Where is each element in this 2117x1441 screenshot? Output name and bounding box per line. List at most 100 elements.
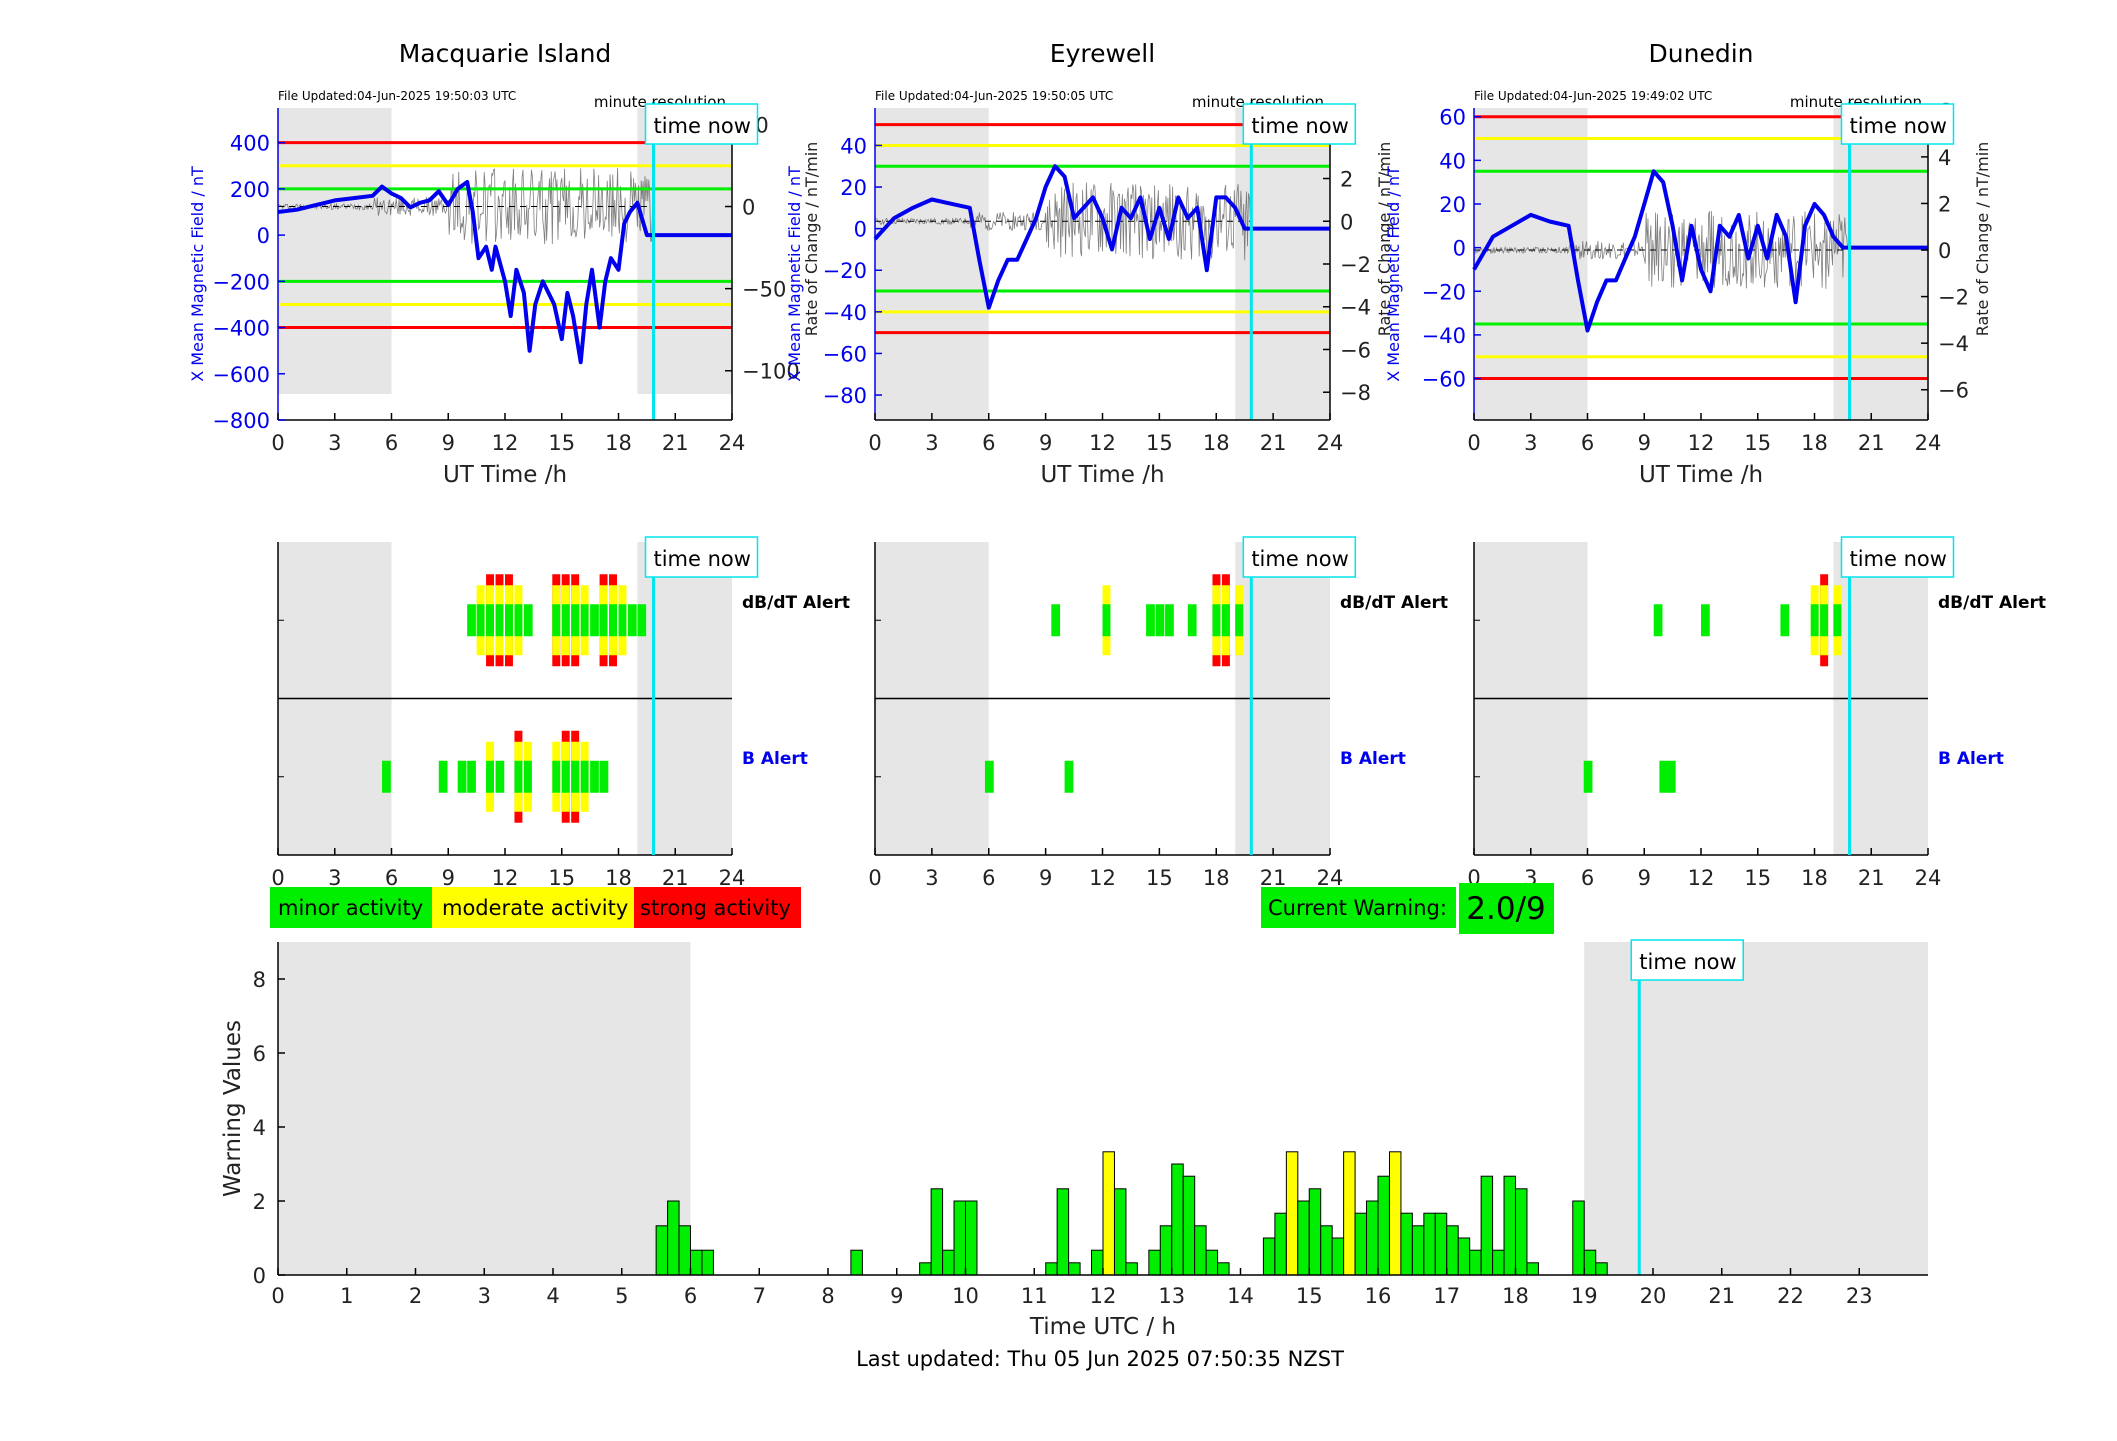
warning-bar — [690, 1249, 703, 1276]
x-tick-label: 5 — [615, 1284, 628, 1308]
warning-bar — [1320, 1225, 1333, 1276]
time-now-box — [1840, 103, 1955, 145]
x-tick-label: 6 — [1581, 866, 1594, 890]
time-now-label: time now — [1849, 114, 1946, 138]
x-tick-label: 21 — [662, 431, 689, 455]
alert-block-minor — [627, 604, 637, 637]
alert-block-minor — [495, 604, 504, 637]
alert-block-minor — [476, 604, 485, 637]
alert-block-minor — [1235, 604, 1244, 637]
time-now-label: time now — [1251, 547, 1348, 571]
file-updated-label: File Updated:04-Jun-2025 19:49:02 UTC — [1474, 89, 1712, 103]
alert-block-minor — [495, 760, 505, 793]
y-tick-label: −20 — [823, 259, 867, 283]
x-tick-label: 15 — [1744, 866, 1771, 890]
time-now-box — [644, 536, 759, 578]
alert-chart-1: time now dB/dT Alert B Alert 0 3 6 9 12 15 18 21 24 — [271, 536, 850, 890]
x-tick-label: 9 — [1638, 431, 1651, 455]
warning-bar — [1262, 1237, 1276, 1276]
magnetometer-chart-1: 4002000−200−400−600−800500−50−1000369121… — [188, 39, 821, 488]
x-tick-label: 17 — [1433, 1284, 1460, 1308]
x-tick-label: 21 — [1260, 866, 1287, 890]
x-tick-label: 12 — [492, 866, 519, 890]
x-tick-label: 0 — [271, 866, 284, 890]
chart-title: Eyrewell — [1050, 39, 1155, 68]
x-tick-label: 24 — [719, 866, 746, 890]
warning-bar — [1285, 1151, 1299, 1276]
magnetic-field-line — [873, 164, 1330, 310]
alert-block-minor — [505, 604, 513, 637]
alert-block-minor — [1146, 604, 1155, 637]
b-alert-label: B Alert — [1340, 749, 1406, 769]
x-tick-label: 12 — [1090, 1284, 1117, 1308]
time-now-label: time now — [653, 547, 750, 571]
legend-minor-swatch — [270, 887, 432, 928]
warning-bar — [1159, 1225, 1173, 1276]
chart-title: Macquarie Island — [399, 39, 612, 68]
alert-block-minor — [561, 760, 570, 793]
warning-bar — [1091, 1249, 1104, 1276]
y-axis-label: Warning Values — [220, 1020, 246, 1197]
alert-block-minor — [571, 604, 580, 637]
warning-bar — [1446, 1225, 1459, 1276]
x-tick-label: 2 — [409, 1284, 422, 1308]
b-alert-label: B Alert — [742, 749, 808, 769]
y-tick-label: −60 — [823, 342, 867, 366]
y-tick-label: −40 — [1422, 324, 1466, 348]
y-axis-label: X Mean Magnetic Field / nT — [188, 166, 207, 382]
warning-bar — [1102, 1151, 1115, 1276]
alert-block-minor — [580, 604, 589, 637]
warning-bar — [1274, 1212, 1287, 1276]
warning-bar — [1331, 1237, 1345, 1276]
y-tick-label: 200 — [230, 178, 270, 202]
y2-tick-label: −4 — [1938, 332, 1969, 356]
x-tick-label: 24 — [1915, 431, 1942, 455]
y-tick-label: 6 — [253, 1042, 266, 1066]
x-tick-label: 23 — [1846, 1284, 1873, 1308]
rate-of-change-line — [874, 182, 1251, 261]
warning-bar — [1388, 1151, 1402, 1276]
alert-block-minor — [467, 760, 476, 793]
y-tick-label: −600 — [212, 363, 270, 387]
y2-tick-label: −4 — [1340, 296, 1371, 320]
x-tick-label: 0 — [1467, 431, 1480, 455]
y2-tick-label: 2 — [1340, 168, 1353, 192]
x-tick-label: 3 — [328, 431, 341, 455]
y-tick-label: 0 — [257, 224, 270, 248]
warning-bar — [1366, 1200, 1379, 1276]
alert-block-minor — [590, 760, 599, 793]
y-tick-label: 0 — [854, 218, 867, 242]
night-shade — [1833, 108, 1928, 420]
x-tick-label: 9 — [1039, 431, 1052, 455]
current-warning-label: Current Warning: — [1268, 896, 1447, 920]
alert-block-minor — [438, 760, 448, 793]
current-warning-value: 2.0/9 — [1466, 891, 1545, 927]
x-tick-label: 24 — [1317, 431, 1344, 455]
alert-block-minor — [523, 760, 532, 793]
night-shade — [1235, 108, 1330, 420]
x-tick-label: 8 — [821, 1284, 834, 1308]
time-now-label: time now — [653, 114, 750, 138]
warning-bar — [655, 1225, 669, 1276]
warning-bar — [1480, 1175, 1494, 1276]
x-tick-label: 24 — [1317, 866, 1344, 890]
file-updated-label: File Updated:04-Jun-2025 19:50:03 UTC — [278, 89, 516, 103]
y-tick-label: −20 — [1422, 280, 1466, 304]
y2-tick-label: −100 — [742, 360, 800, 384]
y-tick-label: 0 — [1453, 237, 1466, 261]
warning-bar — [1308, 1188, 1322, 1276]
alert-chart-2: time now dB/dT Alert B Alert 0 3 6 9 12 15 18 21 24 — [868, 536, 1448, 890]
legend-strong-label: strong activity — [640, 896, 791, 920]
x-tick-label: 4 — [546, 1284, 559, 1308]
legend-minor-label: minor activity — [278, 896, 423, 920]
alert-block-minor — [1666, 760, 1676, 793]
x-tick-label: 12 — [492, 431, 519, 455]
warning-bar — [1297, 1200, 1310, 1276]
time-now-label: time now — [1639, 950, 1736, 974]
y2-tick-label: 0 — [1340, 210, 1353, 234]
x-tick-label: 21 — [1858, 866, 1885, 890]
alert-block-minor — [467, 604, 476, 637]
activity-legend: minor activity moderate activity strong ac… — [270, 887, 801, 928]
x-tick-label: 22 — [1777, 1284, 1804, 1308]
